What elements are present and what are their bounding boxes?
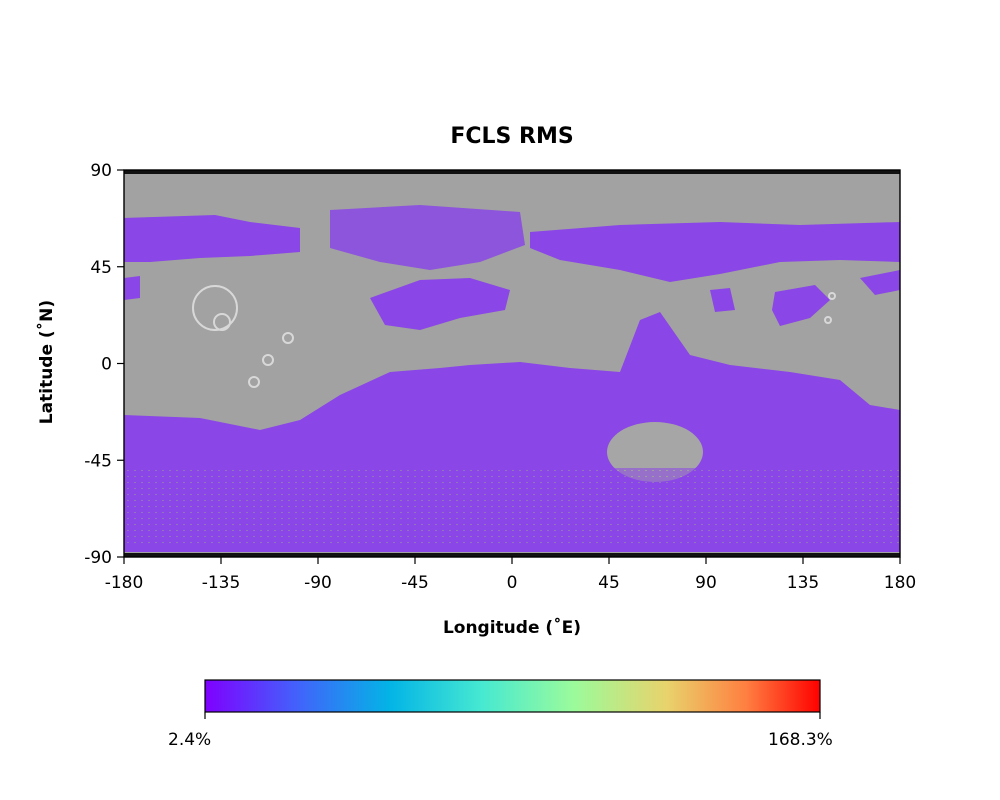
map-top-edge bbox=[124, 170, 900, 174]
map-area bbox=[123, 169, 901, 558]
volcano-features bbox=[192, 285, 836, 388]
x-tick-label: -135 bbox=[202, 573, 241, 593]
basin-region bbox=[607, 422, 703, 482]
colorbar-gradient bbox=[204, 679, 821, 713]
x-axis-label: Longitude (˚E) bbox=[442, 618, 582, 638]
colorbar bbox=[204, 679, 821, 719]
x-tick-label: -180 bbox=[105, 573, 144, 593]
colorbar-min-label: 2.4% bbox=[168, 730, 212, 750]
x-axis-ticks: -180 -135 -90 -45 0 45 90 135 180 bbox=[105, 557, 916, 593]
x-tick-label: 180 bbox=[884, 573, 916, 593]
y-tick-label: 45 bbox=[90, 258, 112, 278]
y-tick-label: 90 bbox=[90, 161, 112, 181]
south-speckle bbox=[124, 468, 900, 548]
x-tick-label: 0 bbox=[507, 573, 518, 593]
x-tick-label: -90 bbox=[304, 573, 332, 593]
map-bottom-edge bbox=[124, 553, 900, 557]
y-tick-label: 0 bbox=[101, 355, 112, 375]
x-tick-label: -45 bbox=[401, 573, 429, 593]
y-tick-label: -45 bbox=[84, 451, 112, 471]
x-tick-label: 90 bbox=[695, 573, 717, 593]
chart-title: FCLS RMS bbox=[450, 124, 574, 149]
y-tick-label: -90 bbox=[84, 548, 112, 568]
x-tick-label: 45 bbox=[598, 573, 620, 593]
x-tick-label: 135 bbox=[787, 573, 819, 593]
y-axis-ticks: 90 45 0 -45 -90 bbox=[84, 161, 124, 568]
colorbar-max-label: 168.3% bbox=[768, 730, 833, 750]
